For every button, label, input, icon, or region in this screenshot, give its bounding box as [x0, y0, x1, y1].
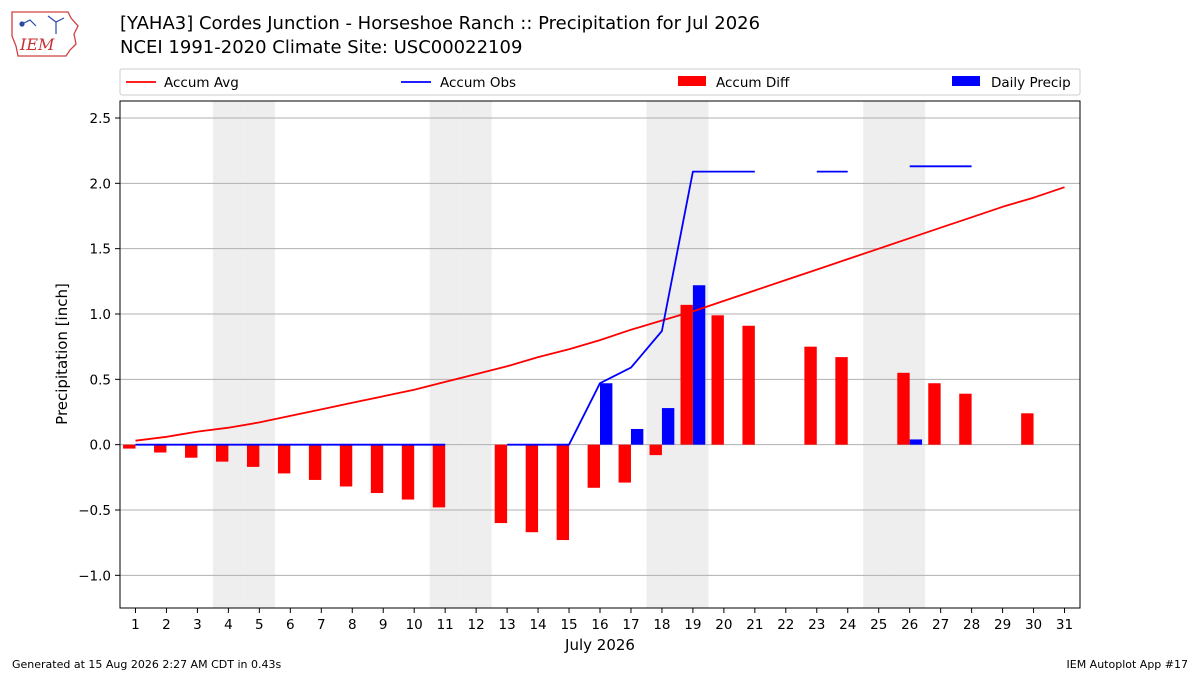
weekend-band-11 [429, 101, 461, 608]
y-tick-label-3: 0.5 [90, 372, 111, 388]
accum-diff-bar-19 [680, 304, 693, 445]
x-tick-label-10: 10 [406, 617, 423, 633]
x-tick-label-24: 24 [839, 617, 856, 633]
logo-text: IEM [19, 35, 55, 54]
x-tick-label-9: 9 [379, 617, 388, 633]
legend-label-daily-precip: Daily Precip [991, 75, 1071, 91]
accum-diff-bar-21 [742, 325, 755, 445]
weather-station-icon [19, 15, 65, 34]
x-tick-label-22: 22 [777, 617, 794, 633]
accum-avg-line [135, 186, 1065, 442]
x-tick-label-15: 15 [560, 617, 577, 633]
accum-diff-bar-28 [959, 393, 972, 445]
x-tick-label-13: 13 [499, 617, 516, 633]
x-tick-label-20: 20 [715, 617, 732, 633]
daily-precip-bar-26 [909, 439, 923, 445]
weekend-band-12 [460, 101, 492, 608]
x-tick-label-25: 25 [870, 617, 887, 633]
accum-diff-bar-24 [835, 357, 848, 445]
accum-diff-bar-15 [556, 444, 570, 541]
chart-title: [YAHA3] Cordes Junction - Horseshoe Ranc… [120, 13, 761, 34]
accum-diff-bar-13 [494, 444, 508, 524]
x-tick-label-8: 8 [348, 617, 357, 633]
x-tick-label-17: 17 [622, 617, 639, 633]
y-tick-label-7: 2.5 [90, 111, 111, 127]
accum-diff-bar-7 [308, 444, 322, 480]
y-tick-label-6: 2.0 [90, 176, 111, 192]
weekend-band-4 [212, 101, 244, 608]
x-tick-label-5: 5 [255, 617, 264, 633]
daily-precip-bar-18 [661, 408, 675, 445]
legend-label-accum-avg: Accum Avg [164, 75, 239, 91]
accum-diff-bar-18 [649, 444, 662, 456]
legend: Accum Avg Accum Obs Accum Diff Daily Pre… [119, 68, 1081, 96]
legend-label-accum-diff: Accum Diff [716, 75, 790, 91]
y-tick-label-4: 1.0 [90, 307, 111, 323]
accum-diff-bar-14 [525, 444, 539, 533]
accum-diff-bar-17 [618, 444, 631, 483]
y-tick-label-1: −0.5 [78, 503, 111, 519]
x-tick-label-19: 19 [684, 617, 701, 633]
weekend-band-25 [863, 101, 895, 608]
x-tick-label-21: 21 [746, 617, 763, 633]
accum-diff-bar-8 [339, 444, 353, 487]
accum-diff-bar-9 [370, 444, 384, 494]
weekend-band-26 [894, 101, 926, 608]
accum-diff-bar-27 [928, 383, 941, 445]
x-tick-label-7: 7 [317, 617, 326, 633]
y-axis-label: Precipitation [inch] [53, 283, 71, 425]
x-axis-label: July 2026 [564, 636, 635, 654]
footer-generated: Generated at 15 Aug 2026 2:27 AM CDT in … [12, 658, 282, 671]
x-tick-label-16: 16 [591, 617, 608, 633]
chart-subtitle: NCEI 1991-2020 Climate Site: USC00022109 [120, 37, 523, 58]
accum-diff-bar-11 [432, 444, 446, 508]
daily-precip-bar-19 [692, 285, 706, 445]
x-tick-label-6: 6 [286, 617, 295, 633]
x-tick-label-30: 30 [1025, 617, 1042, 633]
y-tick-label-2: 0.0 [90, 438, 111, 454]
iem-logo: IEM [8, 6, 80, 58]
legend-box [119, 68, 1081, 96]
x-tick-label-11: 11 [437, 617, 454, 633]
accum-diff-bar-2 [154, 444, 167, 453]
x-tick-label-2: 2 [162, 617, 171, 633]
x-tick-label-12: 12 [468, 617, 485, 633]
x-tick-label-18: 18 [653, 617, 670, 633]
weekend-band-5 [243, 101, 275, 608]
legend-swatch-daily-precip [952, 76, 980, 86]
accum-diff-bar-3 [185, 444, 198, 458]
accum-diff-bar-5 [246, 444, 260, 467]
x-tick-label-26: 26 [901, 617, 918, 633]
x-tick-label-31: 31 [1056, 617, 1073, 633]
x-tick-label-28: 28 [963, 617, 980, 633]
x-tick-label-3: 3 [193, 617, 202, 633]
legend-label-accum-obs: Accum Obs [440, 75, 516, 91]
x-tick-label-29: 29 [994, 617, 1011, 633]
x-tick-label-1: 1 [131, 617, 140, 633]
legend-swatch-accum-diff [678, 76, 706, 86]
accum-diff-bar-1 [123, 444, 136, 449]
weekend-band-18 [646, 101, 678, 608]
daily-precip-bar-16 [600, 383, 613, 445]
accum-diff-bar-30 [1021, 413, 1034, 445]
accum-diff-bar-23 [804, 346, 817, 445]
x-tick-label-14: 14 [529, 617, 546, 633]
y-tick-label-0: −1.0 [78, 568, 111, 584]
y-tick-label-5: 1.5 [90, 242, 111, 258]
accum-diff-bar-6 [277, 444, 291, 474]
iowa-outline-icon [11, 11, 79, 57]
daily-precip-bar-17 [630, 428, 644, 445]
accum-diff-bar-4 [216, 444, 229, 462]
x-tick-label-4: 4 [224, 617, 233, 633]
accum-diff-bar-16 [587, 444, 600, 488]
x-tick-label-27: 27 [932, 617, 949, 633]
footer-app: IEM Autoplot App #17 [1066, 658, 1189, 671]
accum-diff-bar-26 [897, 372, 910, 445]
accum-diff-bar-10 [401, 444, 415, 500]
accum-diff-bar-20 [711, 315, 724, 445]
x-tick-label-23: 23 [808, 617, 825, 633]
accum-obs-line [135, 165, 972, 446]
